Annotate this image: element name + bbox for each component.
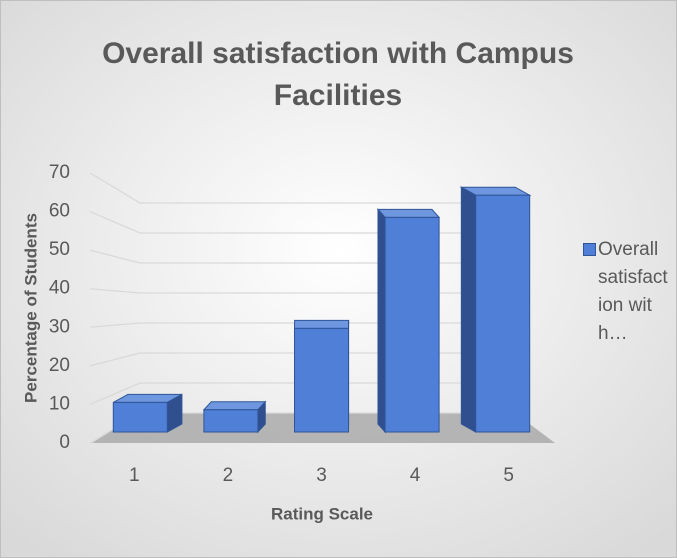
y-tick-label: 10 xyxy=(49,393,70,414)
chart-title: Overall satisfaction with Campus xyxy=(102,37,574,70)
y-tick-label: 70 xyxy=(49,162,70,183)
y-tick-label: 0 xyxy=(59,432,70,453)
y-tick-label: 60 xyxy=(49,201,70,222)
x-tick-label: 1 xyxy=(129,465,140,486)
bar xyxy=(475,194,531,433)
y-tick-label: 30 xyxy=(49,316,70,337)
x-tick-label: 4 xyxy=(410,465,421,486)
legend: Overall satisfaction with… xyxy=(583,236,671,348)
bar-top xyxy=(202,401,267,411)
bar-top xyxy=(293,319,350,329)
x-axis-title: Rating Scale xyxy=(271,504,373,523)
x-tick-label: 3 xyxy=(316,465,327,486)
y-tick-label: 20 xyxy=(49,355,70,376)
bar xyxy=(294,327,349,433)
bar-side xyxy=(460,186,477,433)
bar xyxy=(384,216,440,433)
bar xyxy=(203,409,259,433)
chart-title: Facilities xyxy=(274,79,402,112)
grid-line xyxy=(89,172,520,204)
bar xyxy=(112,401,168,433)
bar-top xyxy=(376,208,441,218)
bar-side xyxy=(377,208,386,434)
legend-label: Overall satisfaction with… xyxy=(598,239,668,344)
y-tick-label: 40 xyxy=(49,278,70,299)
y-tick-label: 50 xyxy=(49,239,70,260)
x-tick-label: 5 xyxy=(503,465,514,486)
x-tick-label: 2 xyxy=(223,465,234,486)
legend-swatch xyxy=(583,243,596,256)
y-axis-title: Percentage of Students xyxy=(21,213,40,403)
